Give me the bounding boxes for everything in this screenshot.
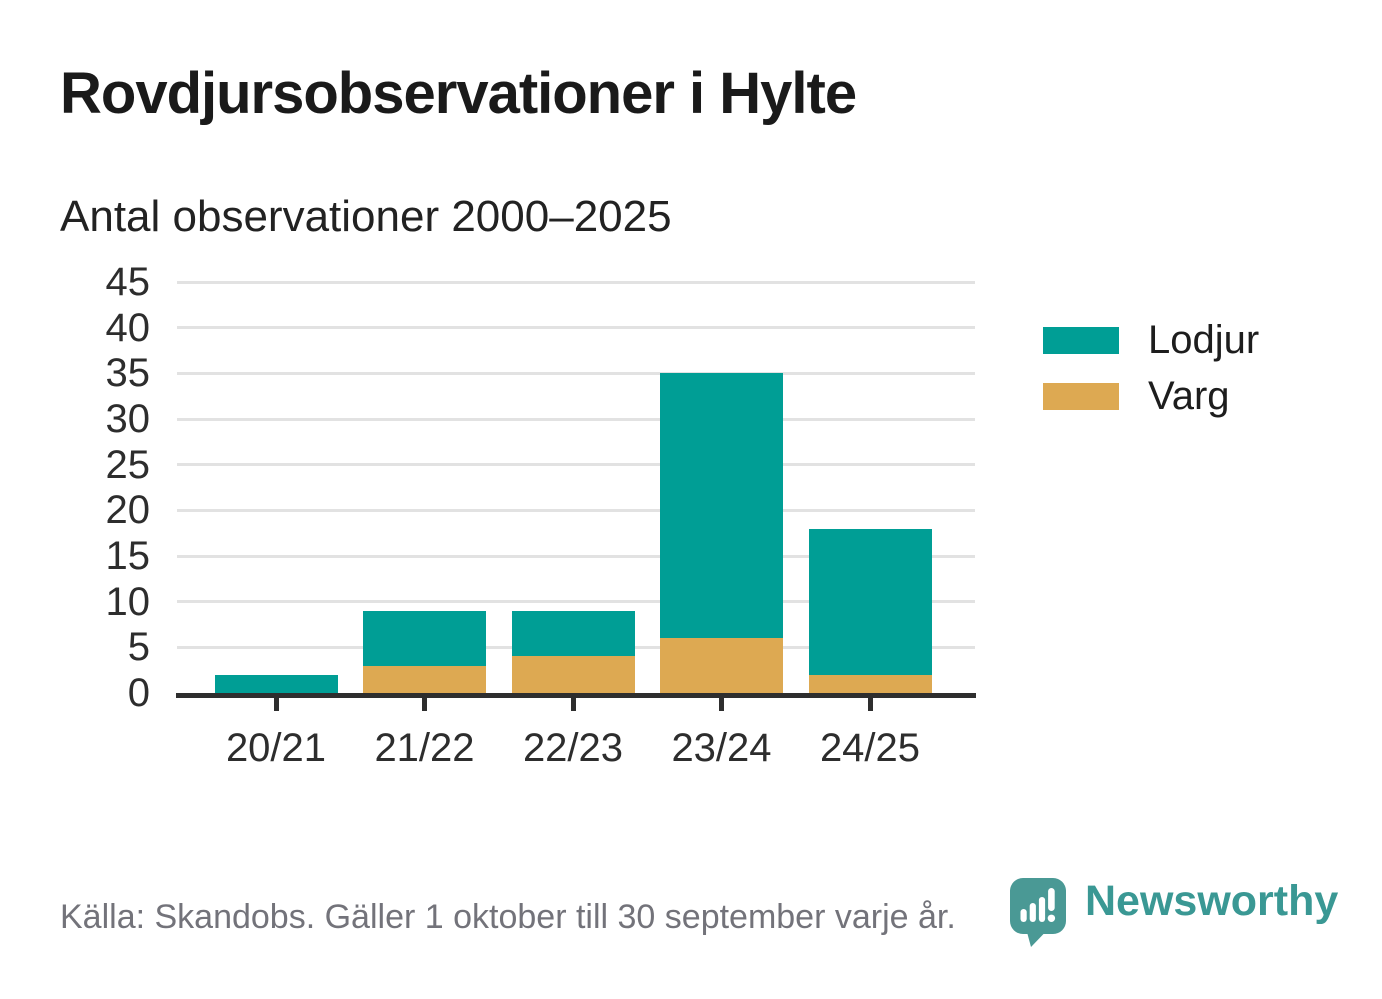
- gridline: [177, 508, 975, 512]
- y-axis-tick-label: 40: [105, 305, 151, 350]
- bar-segment-lodjur: [660, 373, 783, 639]
- legend-item-lodjur: Lodjur: [1043, 312, 1259, 368]
- gridline: [177, 371, 975, 375]
- x-axis-line: [176, 693, 976, 698]
- y-axis-tick-label: 15: [105, 534, 151, 578]
- y-axis-tick-label: 45: [105, 260, 151, 304]
- legend-swatch-lodjur: [1043, 326, 1119, 354]
- x-axis-tick-label: 20/21: [225, 726, 327, 770]
- y-axis-tick-label: 0: [127, 671, 150, 715]
- gridline: [177, 280, 975, 284]
- bar-segment-lodjur: [511, 610, 635, 657]
- page-title: Rovdjursobservationer i Hylte: [60, 61, 857, 126]
- newsworthy-logo-icon: [1010, 878, 1066, 947]
- x-axis-tick-label: 24/25: [819, 726, 921, 770]
- gridline: [177, 600, 975, 604]
- legend-item-varg: Varg: [1043, 368, 1259, 424]
- bar-segment-varg: [363, 665, 486, 693]
- bar-segment-lodjur: [808, 528, 932, 675]
- x-axis-tick: [273, 698, 279, 711]
- x-axis-tick-label: 21/22: [374, 726, 475, 770]
- source-note: Källa: Skandobs. Gäller 1 oktober till 3…: [60, 898, 956, 936]
- x-axis-tick: [570, 698, 576, 711]
- bar-segment-varg: [511, 656, 635, 693]
- bar-segment-varg: [808, 674, 932, 693]
- y-axis-tick-label: 20: [105, 488, 151, 533]
- y-axis-tick-label: 25: [105, 442, 151, 487]
- brand-lockup: Newsworthy: [1010, 878, 1338, 948]
- x-axis-tick: [422, 698, 427, 711]
- bar-segment-varg: [660, 638, 783, 693]
- y-axis-tick-label: 30: [105, 397, 151, 441]
- legend-label-varg: Varg: [1148, 373, 1230, 418]
- bar-segment-lodjur: [363, 610, 486, 666]
- x-axis-tick-label: 23/24: [671, 726, 772, 770]
- x-axis-tick-label: 22/23: [522, 726, 624, 770]
- gridline: [177, 326, 975, 330]
- x-axis-tick: [719, 698, 724, 711]
- gridline: [177, 463, 975, 467]
- y-axis-tick-label: 35: [105, 351, 151, 396]
- gridline: [177, 554, 975, 558]
- gridline: [177, 417, 975, 421]
- brand-name: Newsworthy: [1085, 877, 1339, 925]
- legend-swatch-varg: [1043, 382, 1119, 410]
- legend-label-lodjur: Lodjur: [1148, 317, 1260, 362]
- chart-legend: Lodjur Varg: [1043, 312, 1259, 424]
- x-axis-tick: [867, 698, 873, 711]
- y-axis-tick-label: 10: [105, 579, 151, 624]
- bar-segment-lodjur: [214, 674, 338, 693]
- y-axis-tick-label: 5: [127, 625, 150, 670]
- chart-subtitle: Antal observationer 2000–2025: [60, 192, 672, 241]
